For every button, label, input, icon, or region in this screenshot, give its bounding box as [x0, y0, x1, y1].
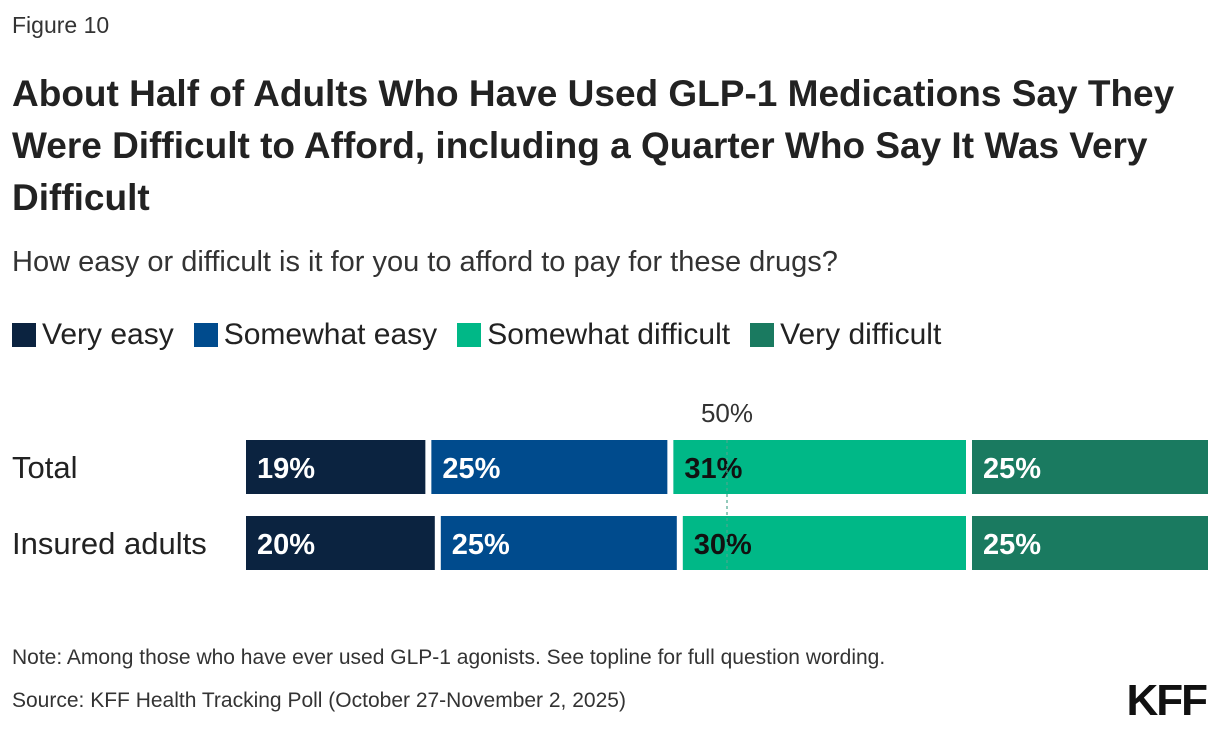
legend-swatch [12, 323, 36, 347]
chart-source: Source: KFF Health Tracking Poll (Octobe… [12, 689, 626, 712]
chart-subtitle: How easy or difficult is it for you to a… [12, 246, 838, 278]
legend: Very easy Somewhat easy Somewhat difficu… [12, 318, 961, 352]
legend-label: Somewhat easy [223, 318, 438, 351]
bar-segment [431, 440, 668, 494]
legend-item-very-difficult: Very difficult [750, 318, 941, 352]
chart-title: About Half of Adults Who Have Used GLP-1… [12, 73, 1175, 218]
figure-label: Figure 10 [12, 12, 110, 38]
kff-logo: KFF [1126, 676, 1208, 725]
chart-note: Note: Among those who have ever used GLP… [12, 646, 886, 669]
bar-segment [972, 440, 1208, 494]
bar-segment [682, 516, 966, 570]
bar-segment [972, 516, 1208, 570]
data-label: 25% [442, 453, 500, 485]
data-label: 25% [983, 453, 1041, 485]
stacked-bar-chart: Total 19% 25% 31% 25% Insured adults 20% 25% 30%… [12, 398, 1208, 570]
data-label: 20% [257, 529, 315, 561]
legend-item-somewhat-easy: Somewhat easy [193, 318, 438, 352]
legend-swatch [750, 323, 775, 347]
legend-label: Very easy [42, 318, 174, 351]
legend-label: Very difficult [780, 318, 942, 351]
data-label: 31% [684, 453, 742, 485]
legend-swatch [457, 323, 482, 347]
legend-label: Somewhat difficult [487, 318, 731, 351]
category-label: Insured adults [12, 526, 207, 561]
legend-item-very-easy: Very easy [12, 318, 174, 352]
data-label: 30% [694, 529, 752, 561]
bar-segment [673, 440, 966, 494]
category-label: Total [12, 450, 77, 485]
data-label: 25% [983, 529, 1041, 561]
data-label: 19% [257, 453, 315, 485]
data-label: 25% [452, 529, 510, 561]
midpoint-annotation: 50% [701, 398, 753, 428]
legend-swatch [193, 323, 218, 347]
bar-segment [246, 516, 435, 570]
legend-item-somewhat-difficult: Somewhat difficult [457, 318, 730, 352]
bar-segment [440, 516, 677, 570]
bar-segment [246, 440, 426, 494]
